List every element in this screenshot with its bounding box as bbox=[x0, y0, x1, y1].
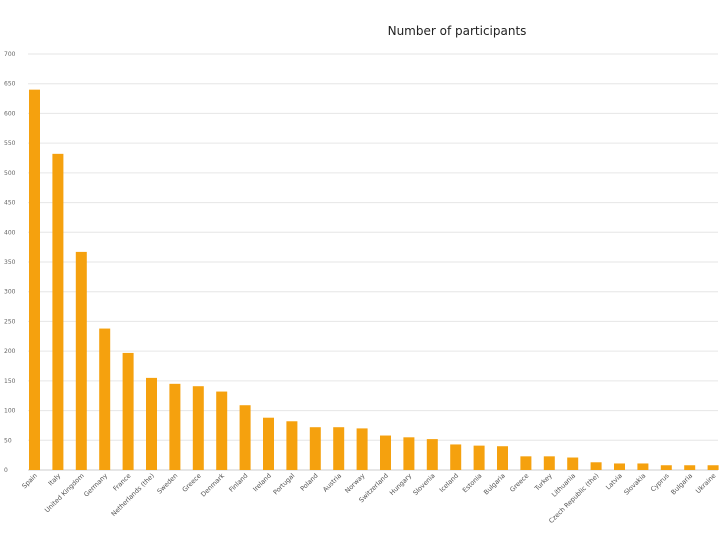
x-tick-label: Greece bbox=[508, 472, 530, 494]
y-tick-label: 350 bbox=[4, 259, 16, 266]
y-tick-label: 300 bbox=[4, 289, 16, 296]
bar bbox=[29, 89, 40, 471]
bar bbox=[75, 251, 87, 470]
x-tick-label: Turkey bbox=[532, 472, 553, 493]
x-tick-label: Cyprus bbox=[649, 471, 671, 493]
y-tick-label: 0 bbox=[4, 467, 8, 474]
x-tick-label: Sweden bbox=[155, 472, 179, 496]
y-tick-label: 550 bbox=[4, 140, 16, 147]
bar bbox=[497, 446, 508, 470]
x-tick-label: France bbox=[112, 472, 133, 493]
bar bbox=[216, 391, 228, 470]
bar bbox=[614, 463, 625, 470]
x-tick-label: Finland bbox=[227, 472, 249, 494]
x-tick-label: Slovakia bbox=[622, 472, 647, 497]
x-tick-label: Austria bbox=[321, 472, 343, 494]
bar bbox=[590, 462, 602, 470]
bar bbox=[192, 386, 204, 470]
bar bbox=[99, 328, 111, 470]
bar bbox=[239, 405, 251, 470]
bar bbox=[263, 417, 274, 470]
bar bbox=[403, 437, 415, 470]
bar bbox=[333, 427, 345, 470]
x-tick-label: Hungary bbox=[388, 472, 413, 497]
bar bbox=[520, 456, 532, 470]
y-tick-label: 600 bbox=[4, 110, 16, 117]
x-tick-label: Greece bbox=[181, 472, 203, 494]
x-tick-label: Portugal bbox=[272, 472, 297, 497]
chart-title: Number of participants bbox=[387, 24, 527, 38]
y-tick-label: 250 bbox=[4, 318, 16, 325]
x-tick-label: Slovenia bbox=[411, 472, 436, 497]
bar bbox=[426, 439, 438, 470]
x-tick-label: Latvia bbox=[604, 472, 624, 492]
x-tick-label: Ukraine bbox=[694, 472, 717, 495]
bar bbox=[52, 153, 64, 470]
y-tick-label: 200 bbox=[4, 348, 16, 355]
bar bbox=[473, 445, 485, 470]
bar bbox=[380, 435, 391, 470]
y-tick-label: 50 bbox=[4, 437, 12, 444]
bar bbox=[309, 427, 321, 470]
x-tick-label: Netherlands (the) bbox=[110, 472, 156, 518]
bar bbox=[146, 377, 157, 470]
bar bbox=[122, 352, 134, 470]
y-tick-label: 150 bbox=[4, 378, 16, 385]
y-tick-label: 450 bbox=[4, 200, 16, 207]
bar bbox=[567, 457, 579, 470]
x-tick-label: Poland bbox=[299, 472, 320, 493]
y-tick-label: 700 bbox=[4, 51, 16, 58]
y-tick-label: 100 bbox=[4, 408, 16, 415]
x-tick-label: Spain bbox=[20, 472, 39, 491]
x-tick-label: Denmark bbox=[199, 472, 226, 499]
y-tick-label: 400 bbox=[4, 229, 16, 236]
x-tick-label: Bulgaria bbox=[482, 472, 507, 497]
bar bbox=[684, 465, 696, 470]
x-tick-label: Italy bbox=[47, 472, 63, 488]
bar bbox=[169, 383, 181, 470]
bar bbox=[660, 465, 672, 470]
bar bbox=[450, 444, 462, 470]
x-tick-label: Norway bbox=[343, 472, 366, 495]
x-tick-label: Iceland bbox=[438, 472, 460, 494]
bar bbox=[543, 456, 555, 470]
x-tick-label: Ireland bbox=[251, 472, 273, 494]
x-tick-label: Estonia bbox=[461, 472, 484, 495]
bar bbox=[637, 463, 649, 470]
x-tick-label: Bulgaria bbox=[669, 472, 694, 497]
bar bbox=[286, 421, 298, 470]
x-tick-label: Germany bbox=[82, 472, 109, 499]
y-tick-label: 500 bbox=[4, 170, 16, 177]
y-tick-label: 650 bbox=[4, 81, 16, 88]
bar bbox=[356, 428, 368, 470]
bar bbox=[707, 465, 719, 470]
